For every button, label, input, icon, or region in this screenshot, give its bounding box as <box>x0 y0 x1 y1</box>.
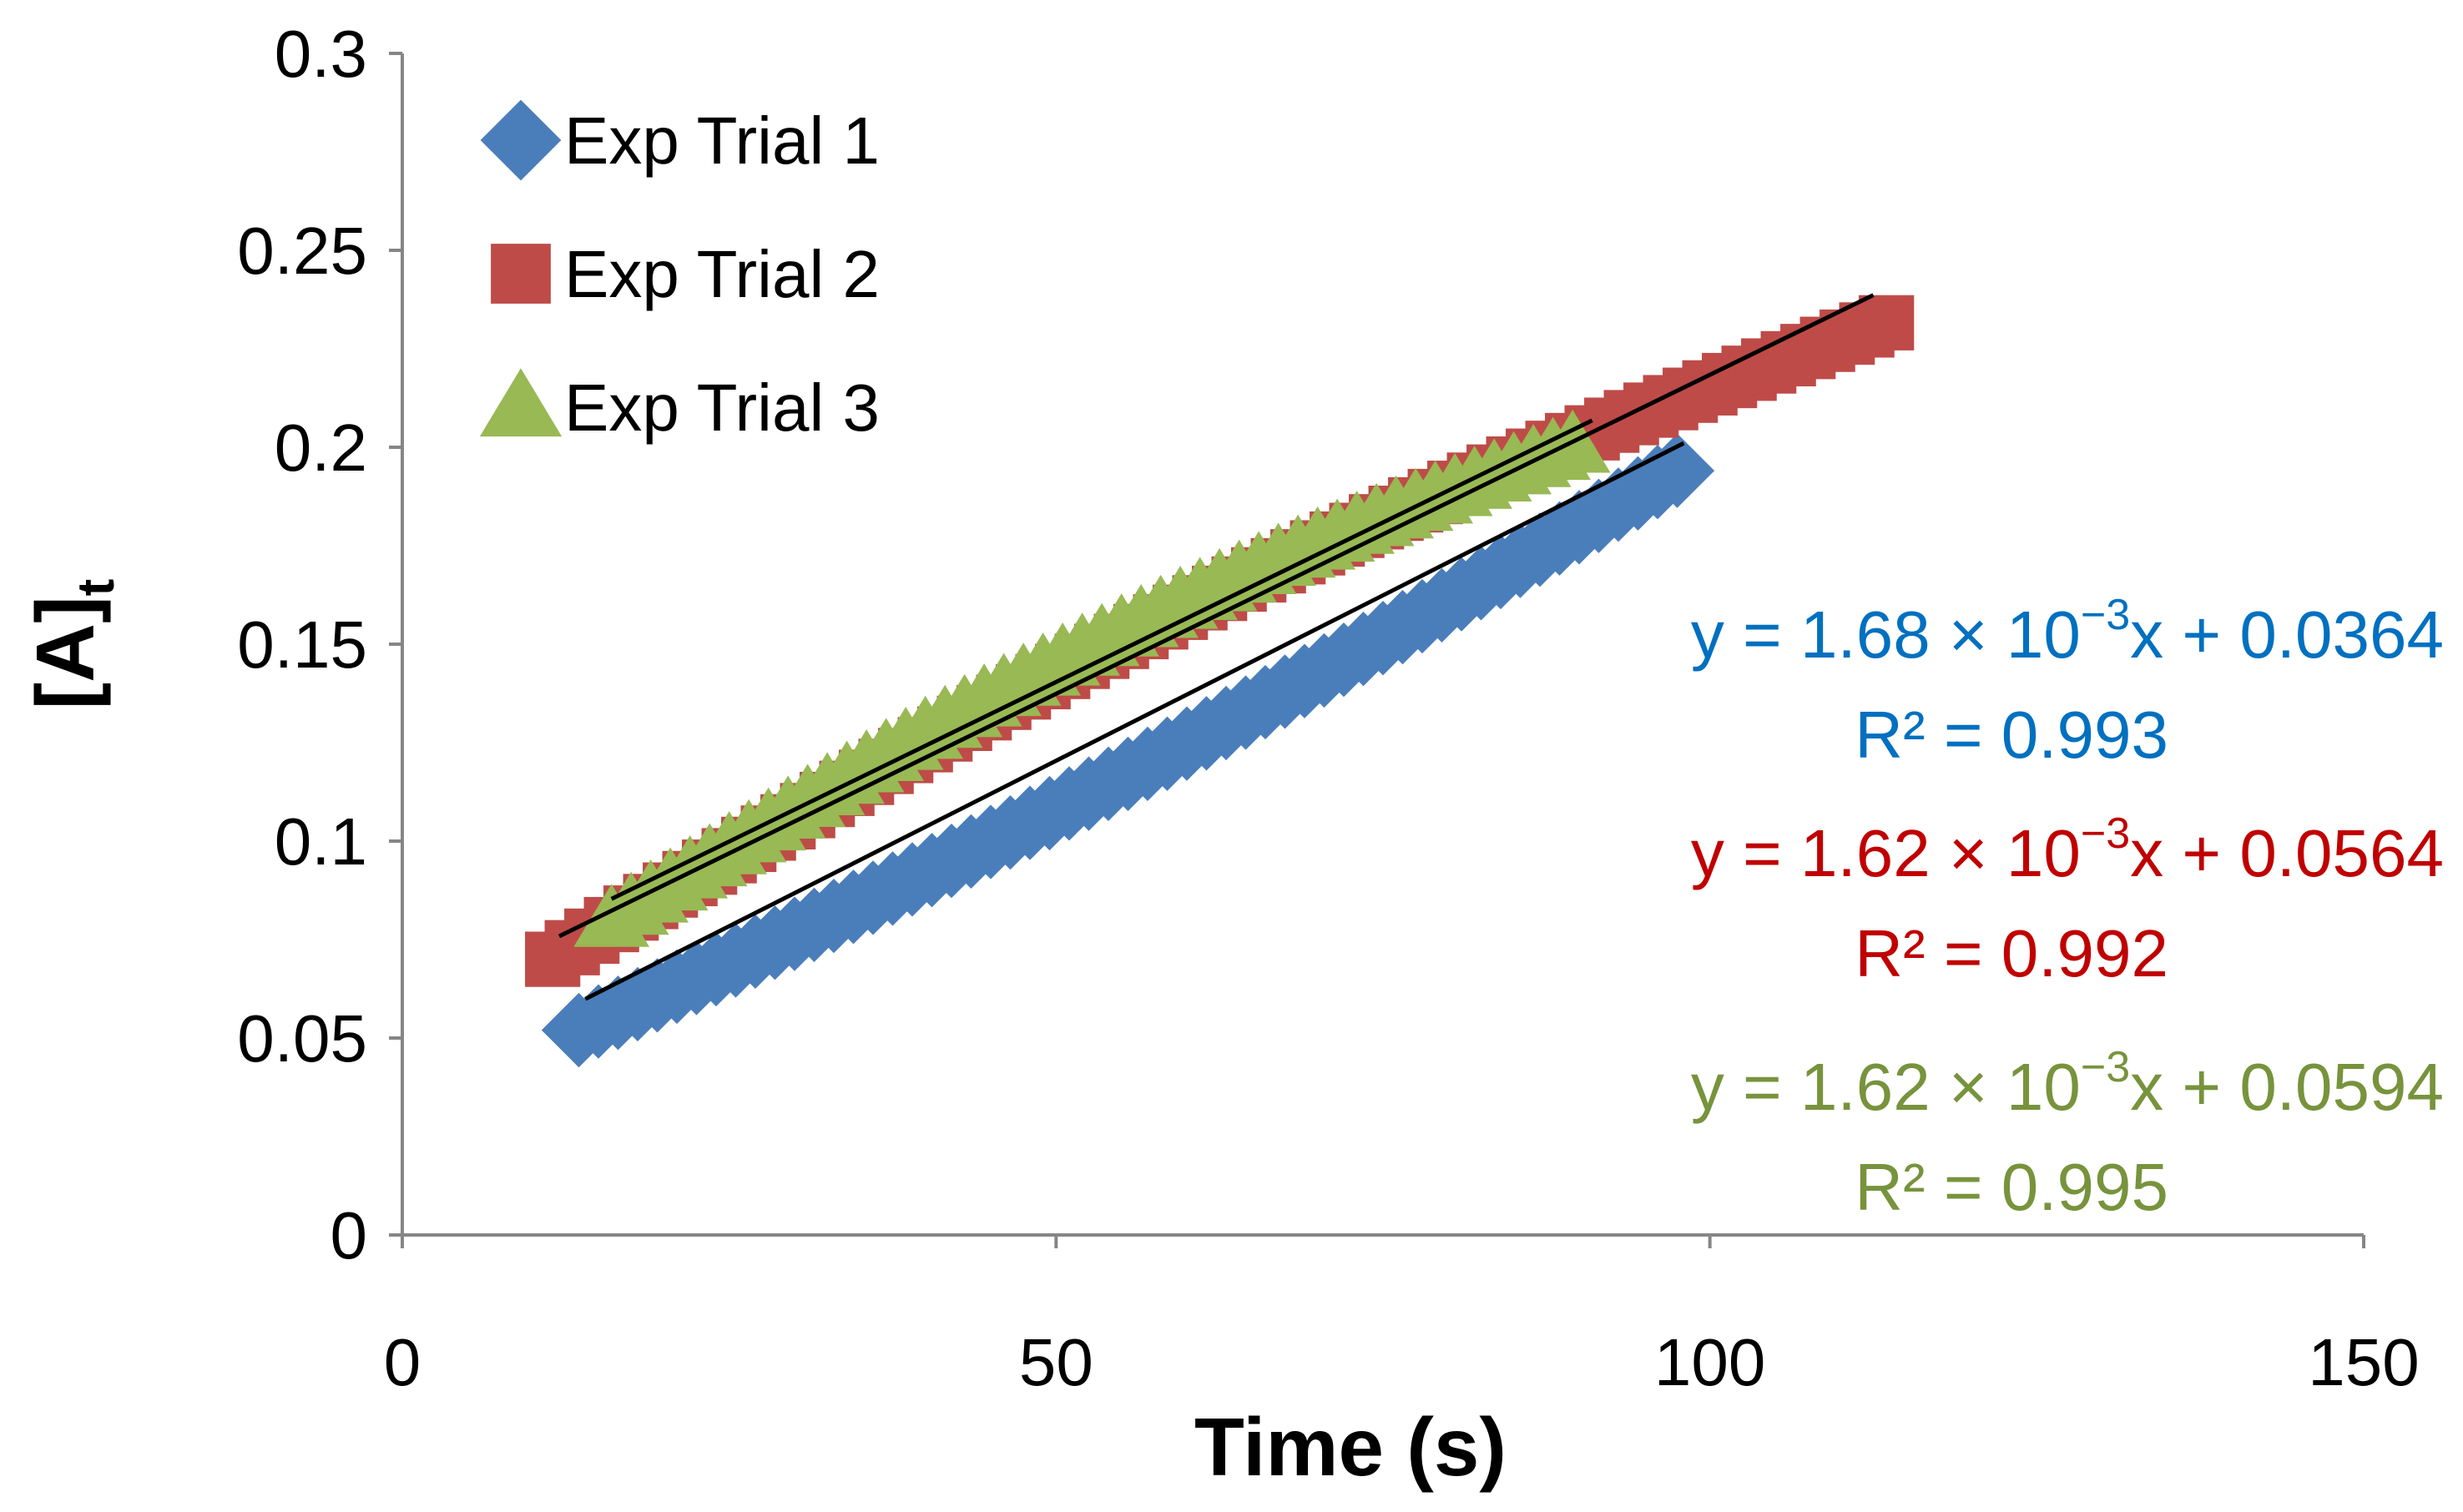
equation-3: y = 1.62 × 10−3x + 0.0594 R² = 0.995 <box>1691 1043 2444 1224</box>
legend-label: Exp Trial 1 <box>564 103 880 178</box>
legend-label: Exp Trial 2 <box>564 237 880 311</box>
legend-label: Exp Trial 3 <box>564 370 880 445</box>
legend-item: Exp Trial 1 <box>480 99 880 181</box>
y-tick-label: 0.25 <box>237 214 367 288</box>
axis-titles: Time (s) [A]t <box>19 579 1507 1493</box>
y-tick-label: 0.2 <box>275 411 367 485</box>
legend: Exp Trial 1 Exp Trial 2 Exp Trial 3 <box>479 99 880 445</box>
series-1 <box>541 433 1715 1068</box>
trendline-equation: y = 1.62 × 10−3x + 0.0564 <box>1691 809 2444 890</box>
legend-marker <box>491 244 551 304</box>
y-axis-title: [A]t <box>19 579 125 710</box>
y-tick-label: 0.05 <box>237 1001 367 1076</box>
trendline-equation: y = 1.62 × 10−3x + 0.0594 <box>1691 1043 2444 1124</box>
y-tick-label: 0.15 <box>237 607 367 682</box>
y-tick-label: 0.1 <box>275 804 367 879</box>
x-tick-label: 50 <box>1019 1325 1093 1399</box>
trendline-3 <box>610 418 1593 901</box>
r-squared: R² = 0.992 <box>1855 916 2168 990</box>
axes: 0 0.05 0.1 0.15 0.2 0.25 0.3 0 50 100 150 <box>237 17 2419 1399</box>
data-point <box>1859 295 1915 350</box>
legend-marker <box>479 368 563 437</box>
trendline-1 <box>584 441 1685 1001</box>
legend-item: Exp Trial 3 <box>479 368 880 445</box>
data-points <box>525 295 1915 1068</box>
r-squared: R² = 0.993 <box>1855 698 2168 772</box>
equation-2: y = 1.62 × 10−3x + 0.0564 R² = 0.992 <box>1691 809 2444 990</box>
legend-marker <box>480 99 562 181</box>
x-tick-label: 150 <box>2308 1325 2419 1399</box>
equation-1: y = 1.68 × 10−3x + 0.0364 R² = 0.993 <box>1691 591 2444 772</box>
x-tick-label: 0 <box>384 1325 421 1399</box>
trendline-2 <box>558 293 1875 939</box>
y-tick-label: 0.3 <box>275 17 367 91</box>
x-tick-label: 100 <box>1654 1325 1765 1399</box>
legend-item: Exp Trial 2 <box>491 237 880 311</box>
trendline-equation: y = 1.68 × 10−3x + 0.0364 <box>1691 591 2444 672</box>
x-axis-title: Time (s) <box>1194 1401 1507 1493</box>
r-squared: R² = 0.995 <box>1855 1150 2168 1224</box>
y-tick-label: 0 <box>331 1198 368 1273</box>
data-point <box>1639 433 1715 508</box>
